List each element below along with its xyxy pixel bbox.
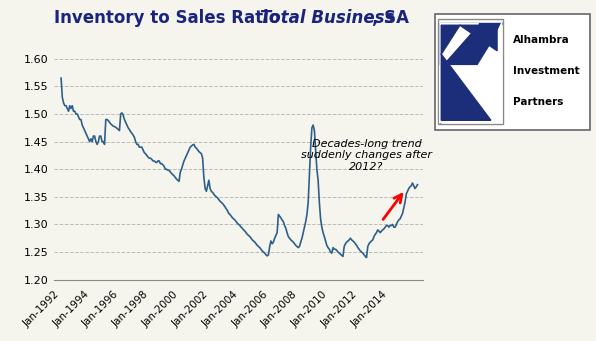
Text: Alhambra: Alhambra (513, 34, 569, 45)
Polygon shape (440, 23, 502, 123)
Text: , SA: , SA (372, 9, 409, 27)
Text: Decades-long trend
suddenly changes after
2012?: Decades-long trend suddenly changes afte… (301, 139, 432, 172)
Text: Inventory to Sales Ratio: Inventory to Sales Ratio (54, 9, 285, 27)
Polygon shape (440, 23, 479, 66)
Text: Partners: Partners (513, 97, 563, 107)
Text: Investment: Investment (513, 66, 579, 76)
Bar (438, 19, 503, 124)
Text: Total Business: Total Business (260, 9, 395, 27)
Polygon shape (440, 23, 502, 123)
Polygon shape (441, 25, 497, 120)
